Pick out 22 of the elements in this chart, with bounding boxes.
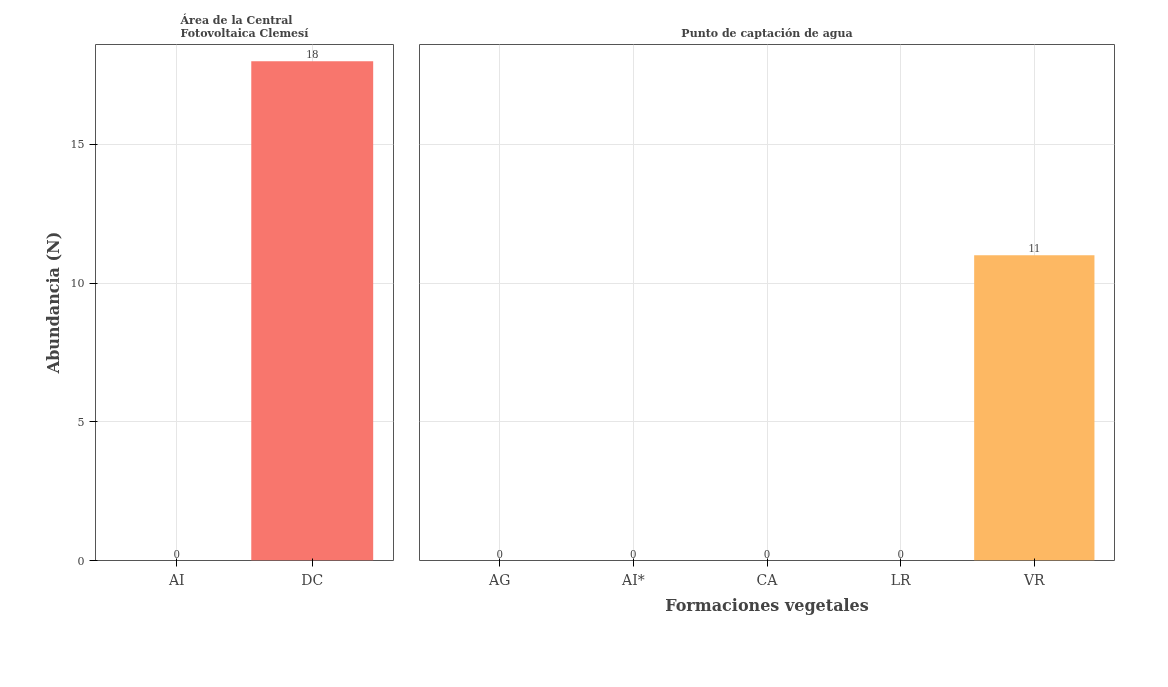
x-tick-label: LR	[890, 571, 912, 588]
x-tick-label: AI	[167, 571, 185, 588]
y-tick-label: 10	[70, 277, 85, 291]
x-tick-label: AI*	[621, 571, 645, 588]
data-label: 0	[173, 546, 180, 561]
data-label: 0	[496, 546, 503, 561]
data-label: 18	[306, 47, 319, 62]
x-axis-title: Formaciones vegetales	[665, 595, 869, 615]
data-label: 0	[764, 546, 770, 561]
y-axis-title: Abundancia (N)	[43, 231, 63, 375]
x-tick-label: VR	[1022, 571, 1046, 588]
y-tick-label: 5	[77, 415, 85, 429]
x-tick-label: CA	[756, 571, 779, 588]
data-label: 0	[897, 546, 904, 561]
y-tick-label: 0	[77, 554, 85, 568]
x-tick-label: DC	[301, 571, 324, 588]
x-tick-label: AG	[488, 571, 511, 588]
chart-title: Punto de captación de agua	[681, 26, 853, 40]
data-label: 11	[1028, 241, 1041, 256]
y-tick-label: 15	[70, 138, 85, 152]
data-label: 0	[630, 546, 637, 561]
chart-title: Área de la Central Fotovoltaica Clemesí	[179, 12, 310, 40]
